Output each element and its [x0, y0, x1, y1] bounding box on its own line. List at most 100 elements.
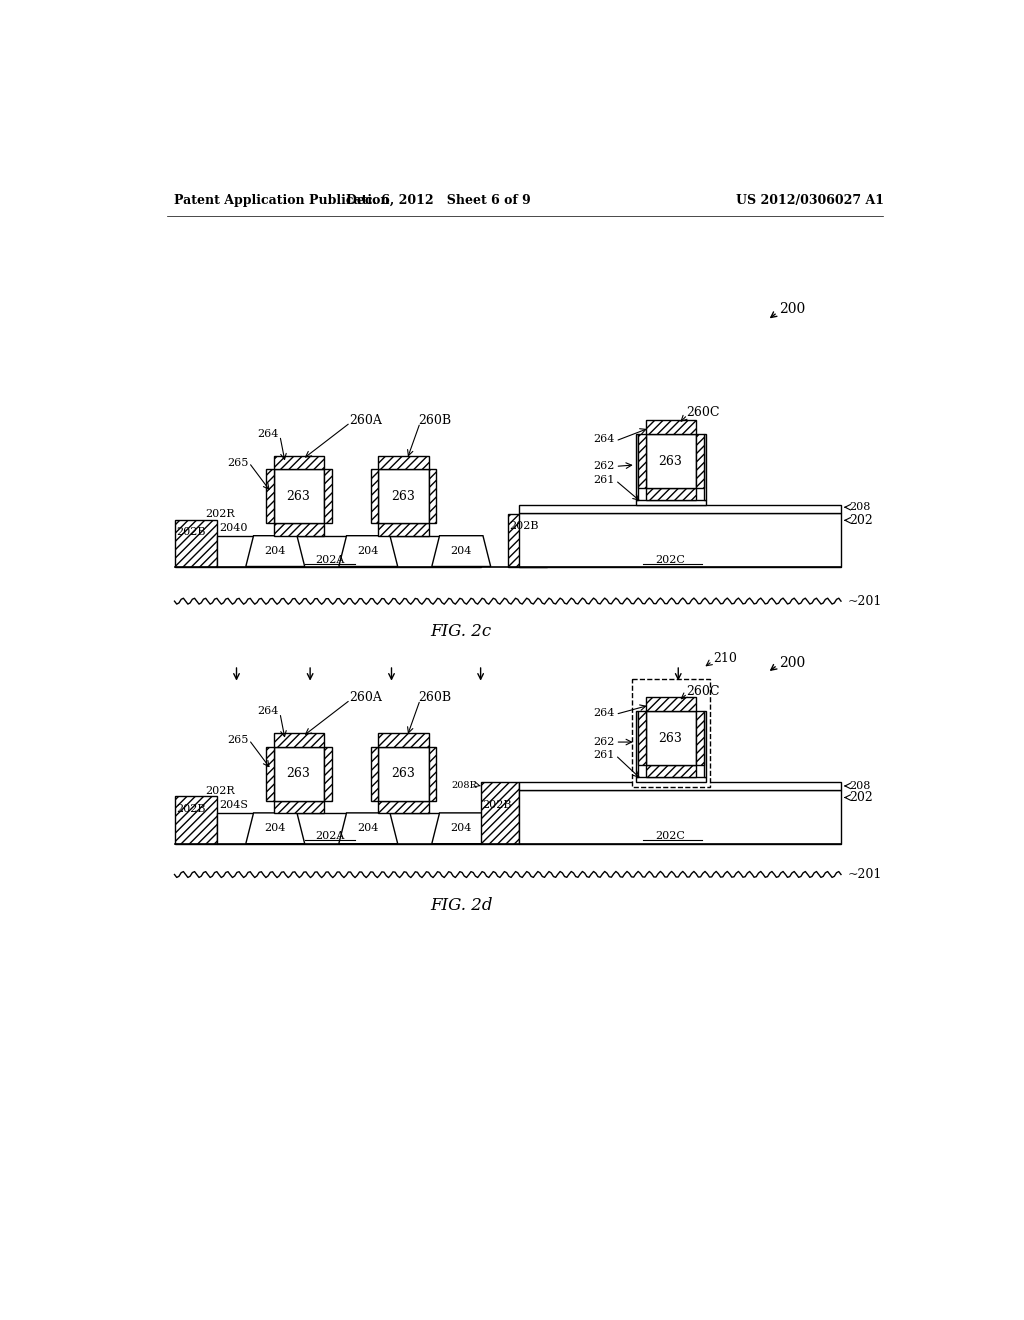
Text: 265: 265 [226, 458, 248, 467]
Polygon shape [246, 536, 305, 566]
Text: 202C: 202C [655, 556, 685, 565]
Polygon shape [339, 813, 397, 843]
Text: 204: 204 [451, 824, 472, 833]
Text: FIG. 2d: FIG. 2d [430, 896, 493, 913]
Bar [646, 434, 696, 488]
Bar [378, 455, 429, 470]
Bar [646, 420, 696, 434]
Text: ~201: ~201 [847, 869, 882, 880]
Bar [519, 789, 841, 843]
Bar [636, 777, 707, 781]
Text: 208: 208 [849, 502, 870, 512]
Text: 263: 263 [391, 767, 415, 780]
Text: 261: 261 [593, 475, 614, 486]
Bar [429, 747, 436, 800]
Text: 204: 204 [451, 546, 472, 556]
Bar [378, 747, 429, 800]
Text: 263: 263 [658, 731, 682, 744]
Text: 264: 264 [258, 429, 280, 440]
Bar [273, 733, 324, 747]
Text: 260A: 260A [349, 690, 382, 704]
Bar [638, 711, 646, 766]
Text: 208R: 208R [451, 780, 477, 789]
Text: 210: 210 [713, 652, 737, 665]
Text: 208: 208 [849, 781, 870, 791]
Bar [217, 536, 480, 566]
Bar [636, 711, 638, 777]
Polygon shape [339, 536, 397, 566]
Text: 202B: 202B [176, 804, 206, 814]
Bar [646, 766, 696, 777]
Bar [324, 470, 332, 523]
Text: 263: 263 [287, 490, 310, 503]
Polygon shape [432, 813, 490, 843]
Bar [636, 434, 638, 500]
Text: 264: 264 [593, 434, 614, 445]
Text: 260C: 260C [686, 685, 720, 698]
Text: 262: 262 [593, 462, 614, 471]
Text: FIG. 2c: FIG. 2c [431, 623, 492, 640]
Text: 261: 261 [593, 750, 614, 760]
Bar [378, 733, 429, 747]
Text: Dec. 6, 2012   Sheet 6 of 9: Dec. 6, 2012 Sheet 6 of 9 [346, 194, 530, 207]
Bar [703, 711, 707, 777]
Text: 202R: 202R [206, 510, 236, 519]
Text: ~201: ~201 [847, 594, 882, 607]
Text: 204: 204 [357, 546, 379, 556]
Text: 202B: 202B [176, 527, 206, 537]
Text: 202B: 202B [509, 521, 539, 532]
Bar [429, 470, 436, 523]
Text: 263: 263 [658, 454, 682, 467]
Text: 202: 202 [849, 513, 872, 527]
Bar [324, 747, 332, 800]
Text: 260C: 260C [686, 407, 720, 418]
Bar [273, 524, 324, 536]
Text: 200: 200 [779, 656, 805, 669]
Polygon shape [432, 536, 490, 566]
Text: 260A: 260A [349, 413, 382, 426]
Bar [217, 813, 480, 843]
Text: 202C: 202C [655, 832, 685, 841]
Text: 260B: 260B [419, 413, 452, 426]
Bar [703, 434, 707, 500]
Bar [378, 470, 429, 523]
Bar [632, 678, 710, 787]
Bar [371, 470, 378, 523]
Text: 264: 264 [258, 706, 280, 717]
Text: Patent Application Publication: Patent Application Publication [174, 194, 390, 207]
Bar [646, 488, 696, 500]
Bar [266, 470, 273, 523]
Bar [646, 697, 696, 711]
Text: 202A: 202A [314, 832, 344, 841]
Polygon shape [246, 813, 305, 843]
Bar [378, 524, 429, 536]
Text: 260B: 260B [419, 690, 452, 704]
Text: 265: 265 [226, 735, 248, 744]
Bar [273, 800, 324, 813]
Bar [480, 781, 519, 843]
Text: 202B: 202B [482, 800, 512, 810]
Text: 200: 200 [779, 301, 805, 315]
Text: US 2012/0306027 A1: US 2012/0306027 A1 [736, 194, 884, 207]
Bar [636, 500, 707, 504]
Bar [273, 470, 324, 523]
Bar [519, 781, 841, 789]
Bar [174, 520, 217, 566]
Bar [273, 455, 324, 470]
Bar [273, 747, 324, 800]
Text: 263: 263 [287, 767, 310, 780]
Text: 2040: 2040 [219, 523, 248, 533]
Bar [371, 747, 378, 800]
Text: 202: 202 [849, 791, 872, 804]
Bar [696, 711, 703, 766]
Bar [266, 747, 273, 800]
Bar [508, 515, 547, 566]
Text: 263: 263 [391, 490, 415, 503]
Text: 204: 204 [357, 824, 379, 833]
Bar [174, 796, 217, 843]
Bar [378, 800, 429, 813]
Text: 204: 204 [264, 546, 286, 556]
Bar [646, 711, 696, 766]
Text: 264: 264 [593, 708, 614, 718]
Bar [696, 434, 703, 488]
